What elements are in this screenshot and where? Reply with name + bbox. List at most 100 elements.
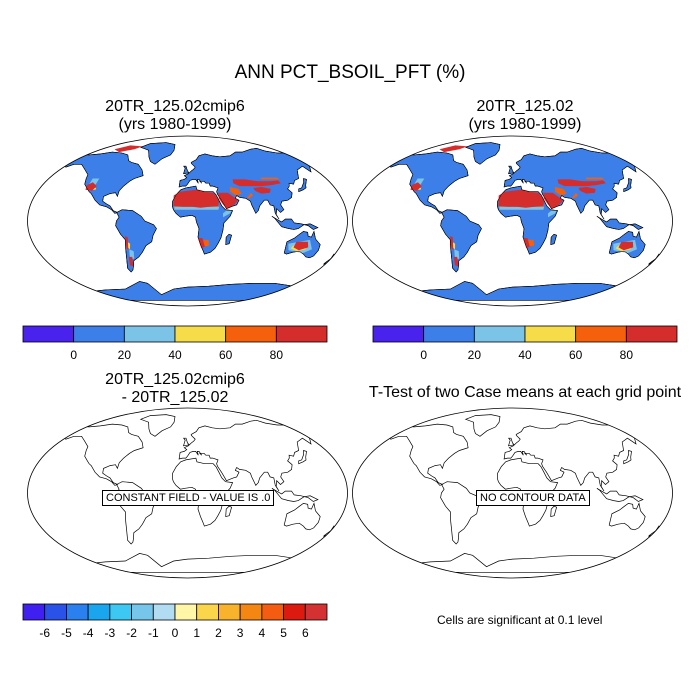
coastline-eurasia <box>178 148 322 220</box>
region-sahel-lb <box>499 206 545 210</box>
continent-eurasia <box>178 419 322 492</box>
colorbar-tick-label: 1 <box>193 626 201 640</box>
colorbar-box <box>261 603 284 621</box>
region-arabia <box>218 192 239 209</box>
continent-south-america <box>440 481 482 545</box>
region-horn <box>223 210 232 218</box>
region-namib <box>523 238 530 249</box>
continent-japan <box>623 450 632 465</box>
coastline-japan <box>623 178 632 193</box>
coastline-north-america <box>387 151 469 214</box>
region-arctic-islands <box>439 145 468 153</box>
colorbar-tick-label: 40 <box>518 348 532 362</box>
colorbar-box <box>22 325 75 343</box>
region-argentina-lb <box>454 249 460 259</box>
colorbar-box <box>196 603 219 621</box>
colorbar-box <box>131 603 154 621</box>
region-central-asia <box>557 179 606 187</box>
colorbar-tick-label: 60 <box>218 348 233 362</box>
region-thar <box>246 192 254 199</box>
panel-title-bottom-left: 20TR_125.02cmip6 - 20TR_125.02 <box>25 371 325 407</box>
colorbar-tick-label: 0 <box>420 348 427 362</box>
colorbar-labels-bottom-left: -6 -5 -4 -3 -2 -1 0 1 2 3 4 5 6 <box>22 626 328 642</box>
colorbar-box <box>225 325 277 343</box>
continent-australia <box>608 502 646 531</box>
panel-title-bottom-right: T-Test of two Case means at each grid po… <box>345 384 700 402</box>
panel-title-line1: 20TR_125.02 <box>476 98 574 115</box>
continent-greenland <box>464 414 501 437</box>
continent-british-isles <box>507 437 515 447</box>
region-thar <box>571 192 579 199</box>
colorbar-box <box>524 325 577 343</box>
coastline-madagascar <box>550 233 557 245</box>
continent-australia <box>283 502 321 531</box>
colorbar-tick-label: 80 <box>269 348 284 362</box>
colorbar-box <box>304 603 328 621</box>
colorbar-box <box>372 325 425 343</box>
land-layer <box>62 142 338 301</box>
colorbar-tick-label: 6 <box>301 626 309 640</box>
panel-title-top-right: 20TR_125.02 (yrs 1980-1999) <box>375 98 675 134</box>
continent-africa <box>497 457 559 527</box>
region-arabia <box>543 192 564 209</box>
map-border <box>27 135 348 307</box>
coastline-south-america <box>440 209 482 273</box>
region-iran <box>554 187 567 196</box>
colorbar-box <box>275 325 328 343</box>
colorbar-box <box>283 603 306 621</box>
colorbar-box <box>218 603 241 621</box>
colorbar-tick-label: 5 <box>280 626 287 640</box>
continent-greenland <box>139 414 176 437</box>
continent-eurasia <box>503 419 647 492</box>
colorbar-box <box>625 325 678 343</box>
region-central-asia <box>232 179 281 187</box>
colorbar-box <box>73 325 125 343</box>
continent-british-isles <box>182 437 190 447</box>
region-mongolia-edge <box>260 177 280 180</box>
colorbar-box <box>174 325 227 343</box>
coastline-greenland <box>464 142 501 165</box>
continent-indonesia <box>271 488 319 502</box>
colorbar-tick-label: -6 <box>39 626 51 640</box>
panel-title-top-left: 20TR_125.02cmip6 (yrs 1980-1999) <box>25 98 325 134</box>
colorbar-tick-label: 20 <box>117 348 132 362</box>
coastline-north-america <box>62 151 144 214</box>
colorbar-tick-label: -1 <box>147 626 159 640</box>
colorbar-bottom-left <box>22 603 328 621</box>
continent-north-america <box>387 423 469 486</box>
region-great-basin <box>410 182 422 191</box>
region-sahel-lb <box>174 206 220 210</box>
colorbar-box <box>152 603 176 621</box>
colorbar-tick-label: -3 <box>104 626 116 640</box>
panel-title-line1: 20TR_125.02cmip6 <box>105 371 245 388</box>
map-border <box>27 407 348 579</box>
region-mongolia-edge <box>585 177 605 180</box>
constant-field-note: CONSTANT FIELD - VALUE IS .0 <box>102 490 275 506</box>
coastline-madagascar <box>225 233 232 245</box>
panel-title-line1: T-Test of two Case means at each grid po… <box>368 384 682 401</box>
coastline-british-isles <box>183 165 190 175</box>
colorbar-box <box>22 603 46 621</box>
region-sahara <box>498 189 544 208</box>
region-horn <box>548 210 557 218</box>
coastline-eurasia <box>503 148 647 220</box>
main-title: ANN PCT_BSOIL_PFT (%) <box>234 62 466 83</box>
coastline-indonesia <box>271 216 319 230</box>
map-top-left <box>27 135 348 307</box>
colorbar-box <box>239 603 263 621</box>
colorbar-tick-label: 3 <box>236 626 244 640</box>
colorbar-box <box>575 325 627 343</box>
colorbar-box <box>174 603 198 621</box>
continent-madagascar <box>550 505 558 518</box>
map-border <box>352 407 673 579</box>
colorbar-box <box>109 603 132 621</box>
colorbar-top-left <box>22 325 328 343</box>
colorbar-tick-label: 0 <box>70 348 77 362</box>
region-great-basin <box>85 182 97 191</box>
region-sahara <box>173 189 219 208</box>
panel-title-line2: - 20TR_125.02 <box>121 389 229 406</box>
colorbar-box <box>473 325 526 343</box>
colorbar-box <box>87 603 111 621</box>
region-patagonia <box>453 256 459 267</box>
coastline-british-isles <box>508 165 515 175</box>
